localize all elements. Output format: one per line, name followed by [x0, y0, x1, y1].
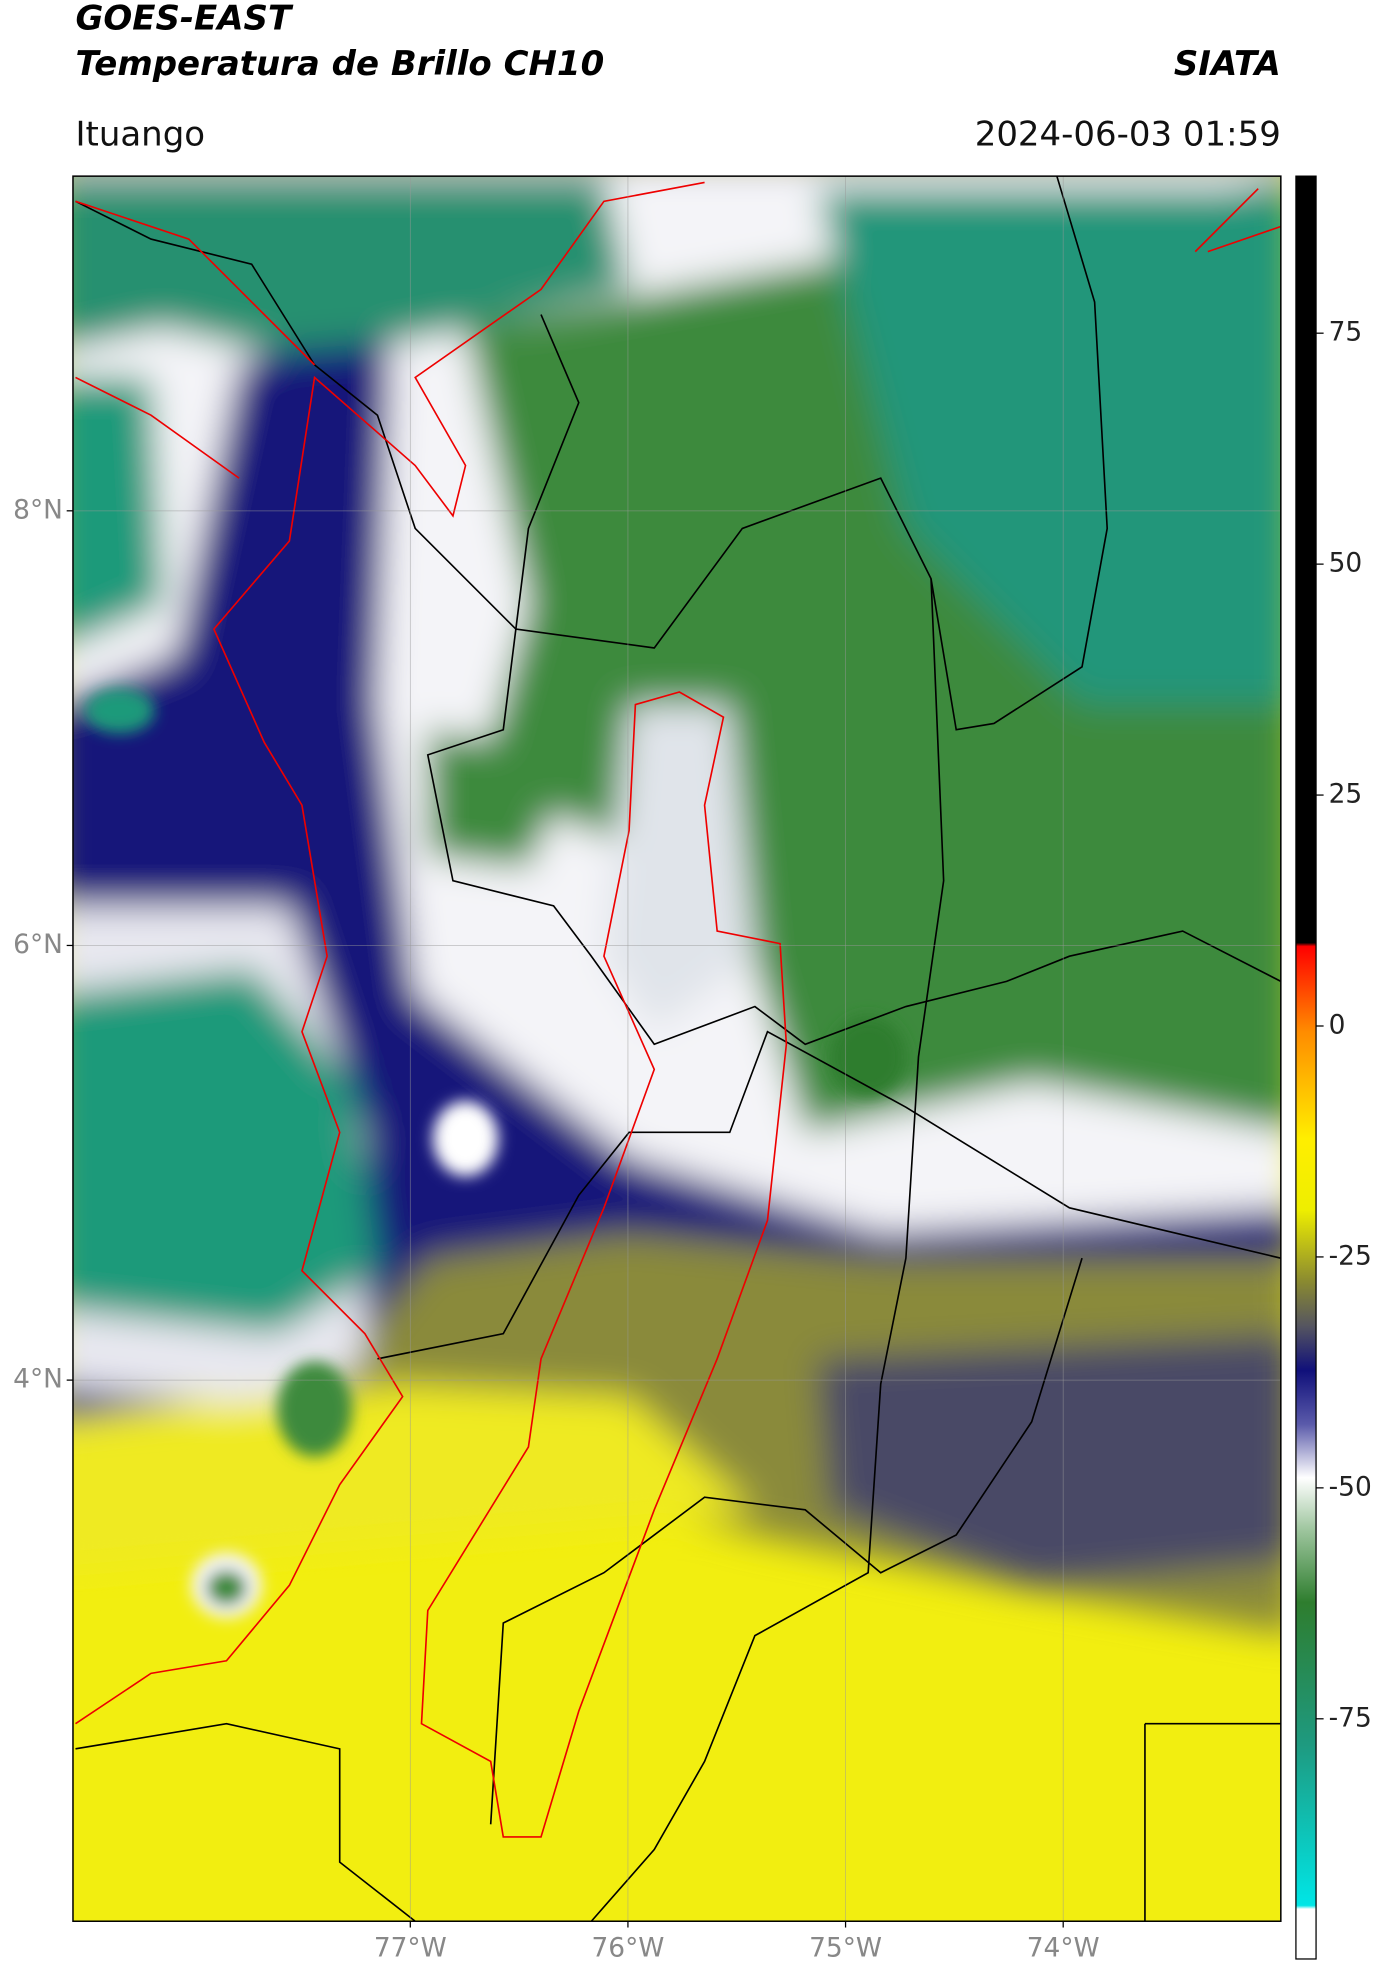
datetime: 2024-06-03 01:59: [975, 114, 1281, 154]
colorbar-tick-label: 25: [1329, 779, 1363, 810]
title: GOES-EAST: [75, 0, 293, 39]
location: Ituango: [75, 114, 205, 154]
lon-label: 76°W: [591, 1932, 664, 1963]
lat-label: 4°N: [13, 1364, 63, 1395]
lon-label: 74°W: [1027, 1932, 1100, 1963]
lat-label: 6°N: [13, 929, 63, 960]
colorbar-tick-label: 0: [1329, 1009, 1346, 1040]
lon-label: 77°W: [374, 1932, 447, 1963]
lat-label: 8°N: [13, 494, 63, 525]
graticule: [72, 176, 1281, 1922]
organization: SIATA: [1174, 44, 1281, 84]
colorbar-tick-label: -50: [1329, 1471, 1372, 1502]
colorbar-tick-label: 50: [1329, 548, 1363, 579]
satellite-image: [72, 176, 1281, 1922]
colorbar-tick-label: -75: [1329, 1702, 1372, 1733]
colorbar: [1295, 175, 1317, 1960]
map-frame: [72, 175, 1282, 1922]
lon-label: 75°W: [809, 1932, 882, 1963]
subtitle: Temperatura de Brillo CH10: [75, 44, 604, 84]
colorbar-tick-label: -25: [1329, 1240, 1372, 1271]
colorbar-tick-label: 75: [1329, 317, 1363, 348]
